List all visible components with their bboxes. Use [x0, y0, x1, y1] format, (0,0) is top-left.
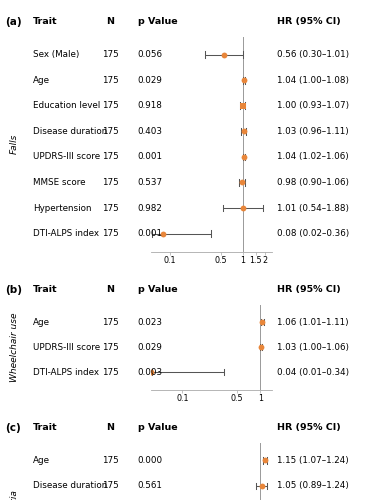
Text: HR (95% CI): HR (95% CI) [277, 285, 341, 294]
Text: UPDRS-III score: UPDRS-III score [33, 342, 100, 351]
Text: DTI-ALPS index: DTI-ALPS index [33, 229, 99, 238]
Text: Wheelchair use: Wheelchair use [10, 312, 19, 382]
Text: 1.04 (1.02–1.06): 1.04 (1.02–1.06) [277, 152, 349, 162]
Text: 175: 175 [102, 318, 119, 326]
Text: 175: 175 [102, 456, 119, 465]
Text: 175: 175 [102, 178, 119, 187]
Text: p Value: p Value [138, 285, 177, 294]
Text: 0.000: 0.000 [138, 456, 163, 465]
Text: 175: 175 [102, 152, 119, 162]
Text: Hypertension: Hypertension [33, 204, 92, 212]
Text: 0.001: 0.001 [138, 229, 163, 238]
Text: N: N [107, 285, 114, 294]
Text: 175: 175 [102, 127, 119, 136]
Text: 0.918: 0.918 [138, 102, 163, 110]
Text: Trait: Trait [33, 17, 57, 26]
Text: 1.03 (1.00–1.06): 1.03 (1.00–1.06) [277, 342, 350, 351]
Text: 1.05 (0.89–1.24): 1.05 (0.89–1.24) [277, 482, 349, 490]
Text: Disease duration: Disease duration [33, 482, 107, 490]
Text: DTI-ALPS index: DTI-ALPS index [33, 368, 99, 376]
Text: Dementia: Dementia [10, 489, 19, 500]
Text: 1.00 (0.93–1.07): 1.00 (0.93–1.07) [277, 102, 350, 110]
Text: (b): (b) [5, 284, 22, 294]
Text: 1.04 (1.00–1.08): 1.04 (1.00–1.08) [277, 76, 350, 84]
Text: 175: 175 [102, 368, 119, 376]
Text: 0.029: 0.029 [138, 76, 163, 84]
Text: p Value: p Value [138, 423, 177, 432]
Text: 0.04 (0.01–0.34): 0.04 (0.01–0.34) [277, 368, 350, 376]
Text: 175: 175 [102, 204, 119, 212]
Text: 0.56 (0.30–1.01): 0.56 (0.30–1.01) [277, 50, 350, 59]
Text: 0.023: 0.023 [138, 318, 163, 326]
Text: 1.06 (1.01–1.11): 1.06 (1.01–1.11) [277, 318, 349, 326]
Text: 0.403: 0.403 [138, 127, 163, 136]
Text: N: N [107, 17, 114, 26]
Text: UPDRS-III score: UPDRS-III score [33, 152, 100, 162]
Text: 1.03 (0.96–1.11): 1.03 (0.96–1.11) [277, 127, 349, 136]
Text: Falls: Falls [10, 134, 19, 154]
Text: 0.003: 0.003 [138, 368, 163, 376]
Text: 175: 175 [102, 76, 119, 84]
Text: Trait: Trait [33, 423, 57, 432]
Text: 175: 175 [102, 482, 119, 490]
Text: 1.15 (1.07–1.24): 1.15 (1.07–1.24) [277, 456, 349, 465]
Text: 0.982: 0.982 [138, 204, 163, 212]
Text: Age: Age [33, 318, 50, 326]
Text: 175: 175 [102, 229, 119, 238]
Text: 0.056: 0.056 [138, 50, 163, 59]
Text: Trait: Trait [33, 285, 57, 294]
Text: 0.029: 0.029 [138, 342, 163, 351]
Text: 0.537: 0.537 [138, 178, 163, 187]
Text: HR (95% CI): HR (95% CI) [277, 17, 341, 26]
Text: 0.001: 0.001 [138, 152, 163, 162]
Text: Age: Age [33, 76, 50, 84]
Text: HR (95% CI): HR (95% CI) [277, 423, 341, 432]
Text: (a): (a) [5, 16, 21, 26]
Text: 175: 175 [102, 342, 119, 351]
Text: Age: Age [33, 456, 50, 465]
Text: Education level: Education level [33, 102, 100, 110]
Text: 175: 175 [102, 50, 119, 59]
Text: 175: 175 [102, 102, 119, 110]
Text: 0.08 (0.02–0.36): 0.08 (0.02–0.36) [277, 229, 350, 238]
Text: Disease duration: Disease duration [33, 127, 107, 136]
Text: Sex (Male): Sex (Male) [33, 50, 80, 59]
Text: 0.561: 0.561 [138, 482, 163, 490]
Text: p Value: p Value [138, 17, 177, 26]
Text: MMSE score: MMSE score [33, 178, 85, 187]
Text: 0.98 (0.90–1.06): 0.98 (0.90–1.06) [277, 178, 350, 187]
Text: (c): (c) [5, 422, 21, 432]
Text: 1.01 (0.54–1.88): 1.01 (0.54–1.88) [277, 204, 350, 212]
Text: N: N [107, 423, 114, 432]
